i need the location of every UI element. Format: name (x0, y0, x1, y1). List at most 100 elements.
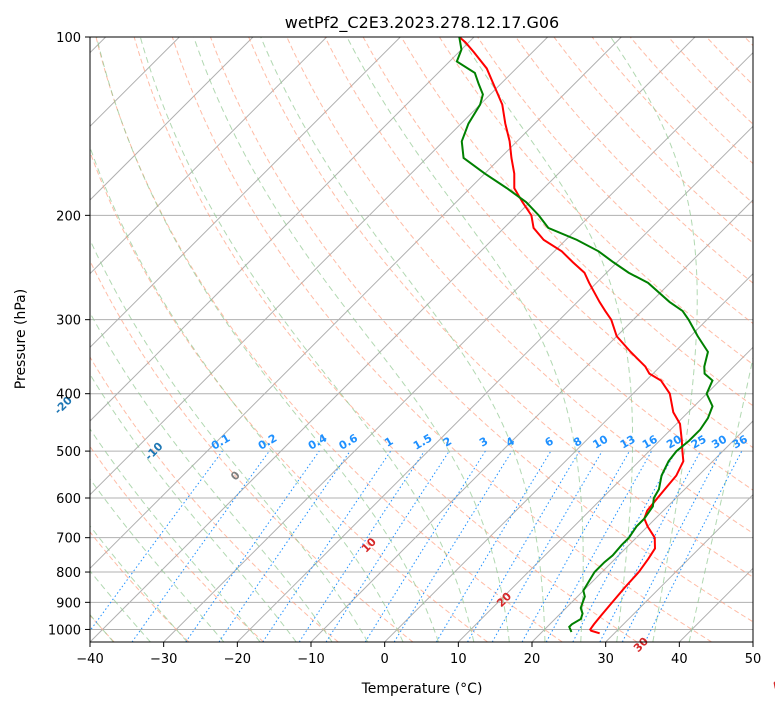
x-tick-label: −30 (150, 652, 177, 667)
moist-adiabat-line (139, 37, 475, 642)
x-tick-label: 10 (450, 652, 467, 667)
y-tick-label: 500 (56, 445, 81, 460)
isotherm-line (457, 346, 753, 642)
dry-adiabat-line (744, 37, 753, 47)
mixing-ratio-label: 25 (689, 433, 709, 452)
x-tick-label: −10 (297, 652, 324, 667)
y-axis: 1000 900 800 700 600 500 400 300 200 100 (48, 31, 90, 638)
mixing-ratio-line (572, 450, 677, 642)
dry-adiabat-line (248, 37, 753, 578)
mixing-ratio-label: 13 (618, 433, 638, 452)
series-layer (455, 37, 714, 635)
isotherm-line (90, 37, 328, 275)
isotherm-line (678, 567, 753, 642)
moist-adiabat-line (688, 355, 753, 642)
dry-adiabat-label: 40 (770, 673, 775, 693)
mixing-ratio-line (435, 450, 552, 642)
x-axis: −40 −30 −20 −10 0 10 20 30 40 50 (76, 642, 761, 667)
moist-adiabat-line (90, 238, 369, 642)
moist-adiabat-line (260, 37, 546, 642)
mixing-ratio-line (393, 450, 513, 642)
mixing-ratio-label: 36 (730, 432, 750, 451)
dry-adiabat-label: 30 (631, 635, 651, 655)
mixing-ratio-line (90, 450, 223, 632)
dry-adiabat-line (668, 37, 753, 125)
y-tick-label: 600 (56, 492, 81, 507)
dry-adiabat-line (171, 37, 712, 642)
moist-adiabat-line (90, 373, 297, 642)
dry-adiabat-line (706, 37, 753, 86)
isotherm-line (90, 37, 549, 496)
y-tick-label: 300 (56, 314, 81, 329)
mixing-ratio-line (599, 450, 701, 642)
isotherm-line (90, 37, 622, 570)
dry-adiabat-line (210, 37, 753, 623)
mixing-ratio-label: 0.4 (306, 431, 330, 452)
mixing-ratio-line (521, 450, 630, 642)
dry-adiabat-line (515, 37, 753, 284)
moist-adiabat-line (610, 37, 698, 642)
x-tick-label: 50 (745, 652, 762, 667)
grid-layer (90, 37, 753, 642)
x-tick-label: −20 (224, 652, 251, 667)
y-tick-label: 1000 (48, 623, 81, 638)
plot-frame (89, 36, 754, 643)
x-tick-label: 20 (524, 652, 541, 667)
dry-adiabat-line (90, 445, 264, 642)
dry-adiabat-line (90, 356, 339, 642)
moist-adiabat-line (90, 428, 261, 642)
isotherm-line (90, 37, 401, 349)
mixing-ratio-line (218, 450, 351, 642)
y-tick-label: 200 (56, 209, 81, 224)
mixing-ratio-label: 16 (640, 432, 660, 451)
isotherm-line (531, 420, 753, 642)
mixing-ratio-label: 1.5 (411, 432, 434, 453)
mixing-ratio-label: 3 (477, 435, 490, 450)
mixing-ratio-label: 1 (382, 435, 395, 450)
moist-adiabat-line (90, 478, 225, 642)
dry-adiabat-label: 0 (228, 468, 243, 483)
mixing-ratio-label: 0.2 (256, 432, 279, 453)
isotherm-line (752, 641, 753, 642)
mixing-ratio-label: 6 (543, 434, 556, 449)
dewpoint-profile (455, 37, 714, 633)
dry-adiabat-line (324, 37, 753, 491)
mixing-ratio-line (325, 450, 450, 642)
moist-adiabat-line (90, 311, 333, 642)
isotherm-line (605, 493, 753, 642)
moist-adiabat-line (460, 37, 634, 642)
mixing-ratio-line (185, 450, 320, 642)
mixing-ratio-label: 0.1 (209, 432, 232, 453)
isotherm-line (236, 125, 753, 642)
isotherm-line (90, 37, 696, 642)
dry-adiabat-line (90, 259, 414, 642)
dry-adiabat-label: 20 (494, 590, 514, 610)
x-tick-label: 40 (671, 652, 688, 667)
dry-adiabat-line (362, 37, 753, 449)
mixing-ratio-label: 10 (591, 432, 611, 451)
temperature-profile (458, 37, 685, 635)
moist-adiabat-line (90, 525, 188, 642)
isotherm-line (90, 37, 254, 201)
x-tick-label: 0 (381, 652, 389, 667)
moist-adiabat-line (193, 37, 510, 642)
mixing-ratio-label: 8 (571, 435, 584, 450)
y-tick-label: 700 (56, 532, 81, 547)
y-tick-label: 900 (56, 596, 81, 611)
mixing-ratio-line (298, 450, 425, 642)
dry-adiabat-line (439, 37, 753, 366)
x-axis-label: Temperature (°C) (361, 681, 483, 697)
mixing-ratio-label: 30 (709, 432, 729, 451)
dry-adiabat-line (400, 37, 753, 407)
moist-adiabat-line (90, 145, 404, 642)
dry-adiabat-line (95, 37, 563, 642)
moist-adiabat-line (90, 570, 151, 642)
isotherm-line (90, 37, 475, 422)
y-axis-label: Pressure (hPa) (13, 289, 29, 389)
mixing-ratio-line (545, 450, 653, 642)
x-tick-label: 30 (597, 652, 614, 667)
dry-adiabat-line (90, 150, 488, 642)
mixing-ratio-line (262, 450, 392, 642)
dry-adiabat-line (133, 37, 638, 642)
